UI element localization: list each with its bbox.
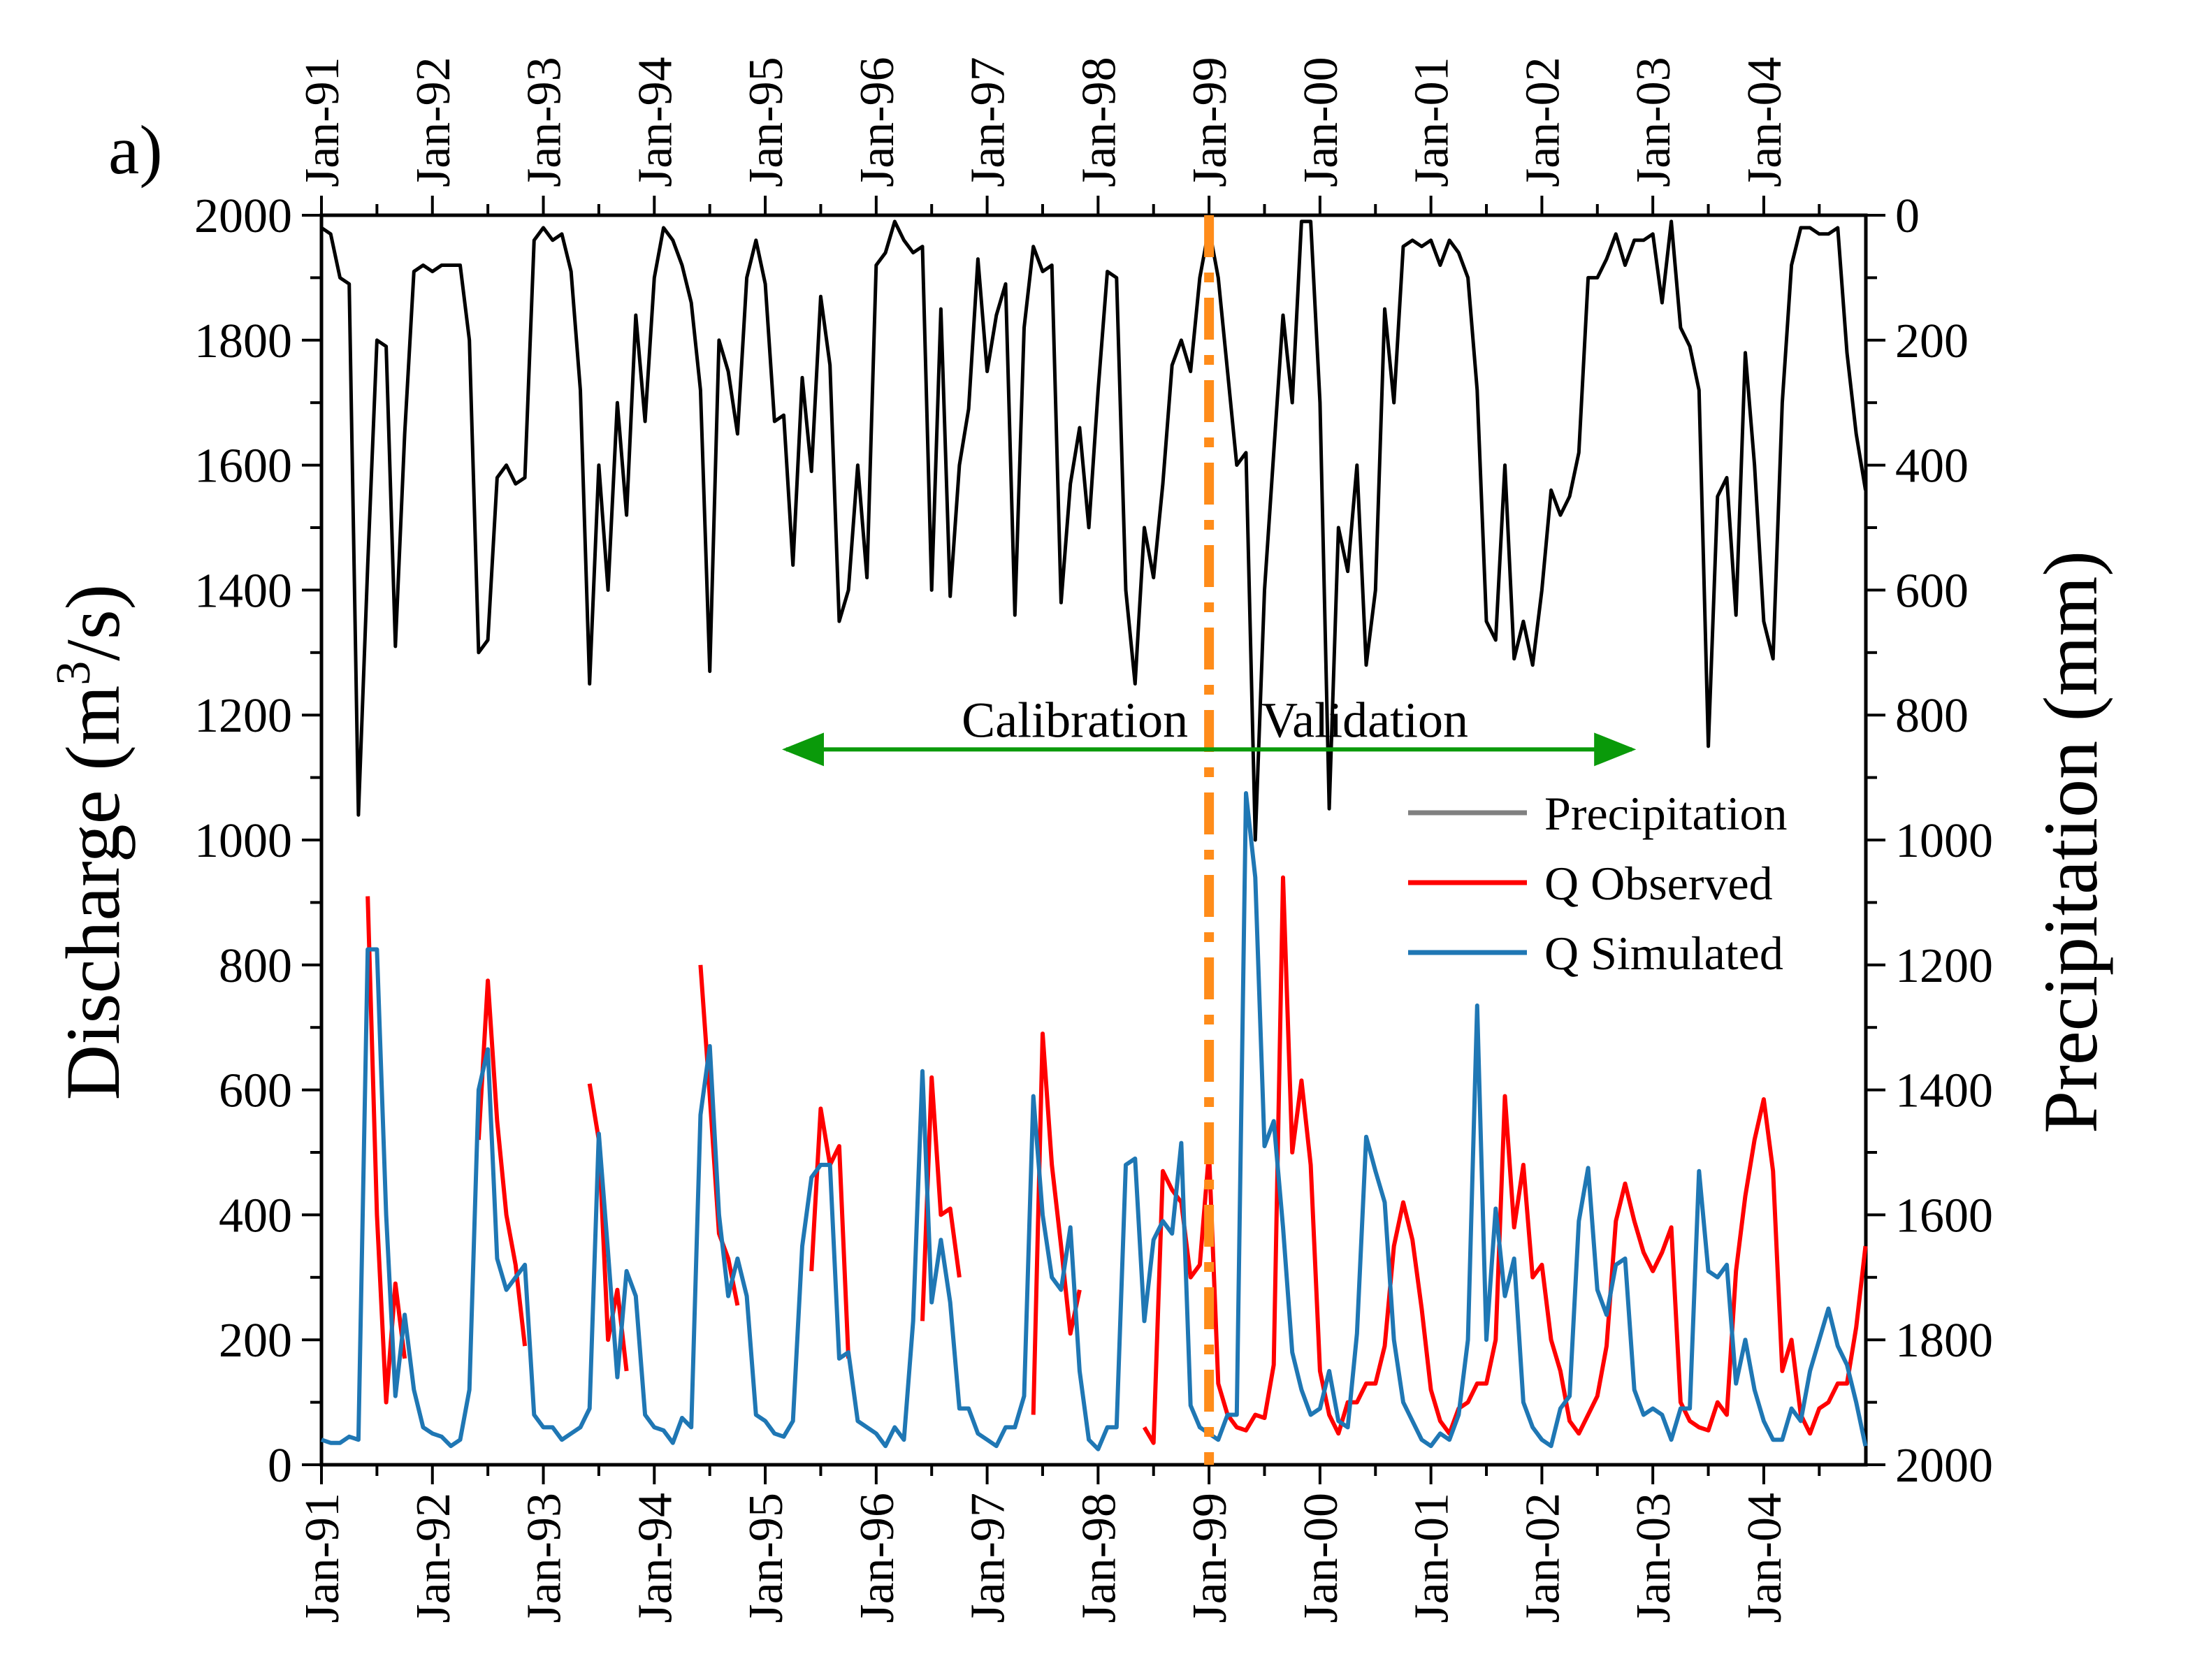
x-tick-label-bottom: Jan-95 (739, 1493, 793, 1623)
y-left-tick-label: 2000 (194, 189, 292, 243)
y-left-tick-label: 1200 (194, 689, 292, 743)
y-right-tick-label: 2000 (1895, 1439, 1993, 1493)
x-tick-label-bottom: Jan-92 (407, 1493, 461, 1623)
x-tick-label-bottom: Jan-99 (1183, 1493, 1237, 1623)
y-left-tick-label: 200 (219, 1314, 292, 1368)
x-tick-label-top: Jan-93 (518, 57, 572, 187)
y-right-tick-label: 400 (1895, 440, 1969, 493)
y-right-tick-label: 800 (1895, 689, 1969, 743)
x-tick-label-bottom: Jan-04 (1738, 1493, 1792, 1623)
x-tick-label-top: Jan-99 (1183, 57, 1237, 187)
precipitation-series-line (320, 219, 1867, 842)
x-tick-label-top: Jan-98 (1072, 57, 1126, 187)
y-right-tick-label: 1200 (1895, 939, 1993, 993)
x-tick-label-top: Jan-91 (296, 57, 349, 187)
y-right-tick-label: 0 (1895, 189, 1920, 243)
x-tick-label-bottom: Jan-93 (518, 1493, 572, 1623)
x-tick-label-top: Jan-94 (628, 57, 682, 187)
y-right-tick-label: 1000 (1895, 814, 1993, 868)
x-tick-label-bottom: Jan-91 (296, 1493, 349, 1623)
x-tick-label-bottom: Jan-03 (1627, 1493, 1681, 1623)
x-tick-label-bottom: Jan-96 (850, 1493, 904, 1623)
y-right-tick-label: 1600 (1895, 1189, 1993, 1243)
x-tick-label-top: Jan-97 (962, 57, 1015, 187)
x-tick-label-top: Jan-01 (1405, 57, 1459, 187)
y-right-tick-label: 1800 (1895, 1314, 1993, 1368)
legend-label: Q Simulated (1544, 927, 1783, 980)
y-right-axis-title: Precipitation (mm) (2028, 551, 2113, 1134)
x-tick-label-top: Jan-00 (1294, 57, 1348, 187)
q-simulated-series-line (321, 791, 1868, 1451)
legend: Precipitation Q Observed Q Simulated (1408, 787, 1787, 980)
y-left-tick-label: 1400 (194, 564, 292, 618)
x-tick-label-bottom: Jan-97 (962, 1493, 1015, 1623)
y-right-tick-label: 200 (1895, 314, 1969, 368)
calibration-label: Calibration (962, 692, 1188, 748)
x-tick-label-top: Jan-02 (1516, 57, 1570, 187)
y-right-tick-label: 1400 (1895, 1064, 1993, 1118)
x-tick-label-bottom: Jan-01 (1405, 1493, 1459, 1623)
legend-label: Q Observed (1544, 857, 1773, 910)
x-tick-label-bottom: Jan-00 (1294, 1493, 1348, 1623)
tick-labels: Jan-91 Jan-91 Jan-92 Jan-92 Jan-93 Jan-93 Jan-… (194, 57, 1993, 1623)
x-tick-label-top: Jan-95 (739, 57, 793, 187)
y-left-tick-label: 1000 (194, 814, 292, 868)
panel-label: a) (108, 111, 163, 189)
y-left-tick-label: 600 (219, 1064, 292, 1118)
y-left-axis-title: Discharge (m3/s) (47, 584, 136, 1101)
series-group (320, 219, 1868, 1451)
x-tick-label-bottom: Jan-98 (1072, 1493, 1126, 1623)
legend-label: Precipitation (1544, 787, 1787, 840)
x-tick-label-top: Jan-96 (850, 57, 904, 187)
y-left-tick-label: 1800 (194, 314, 292, 368)
y-left-tick-label: 400 (219, 1189, 292, 1243)
x-tick-label-bottom: Jan-02 (1516, 1493, 1570, 1623)
plot-frame (319, 213, 1868, 1467)
y-left-tick-label: 1600 (194, 440, 292, 493)
y-left-tick-label: 800 (219, 939, 292, 993)
y-right-tick-label: 600 (1895, 564, 1969, 618)
axis-ticks (302, 196, 1885, 1484)
x-tick-label-top: Jan-92 (407, 57, 461, 187)
x-tick-label-top: Jan-03 (1627, 57, 1681, 187)
x-tick-label-top: Jan-04 (1738, 57, 1792, 187)
y-left-tick-label: 0 (268, 1439, 292, 1493)
x-tick-label-bottom: Jan-94 (628, 1493, 682, 1623)
validation-label: Validation (1261, 692, 1468, 748)
